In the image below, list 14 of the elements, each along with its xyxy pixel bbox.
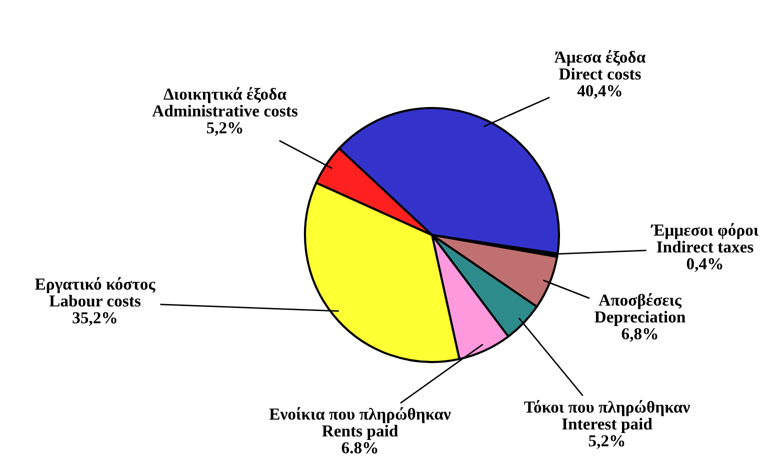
- slice-label: Αποσβέσεις Depreciation: [594, 293, 686, 326]
- data-label: 6,8%: [622, 328, 658, 342]
- slice-label: Ενοίκια που πληρώθηκαν Rents paid: [269, 407, 451, 440]
- data-label: 40,4%: [577, 85, 622, 99]
- data-label: 0,4%: [686, 258, 722, 272]
- data-label: 35,2%: [72, 312, 116, 326]
- data-label: 6.8%: [342, 442, 378, 454]
- slice-label: Έμμεσοι φόροι Indirect taxes: [650, 223, 759, 253]
- data-label: 5,2%: [588, 435, 624, 449]
- slice-label: Άμεσα έξοδα Direct costs: [554, 50, 646, 80]
- slice-label: Εργατικό κόστος Labour costs: [35, 277, 156, 307]
- slice-label: Τόκοι που πληρώθηκαν Interest paid: [524, 400, 690, 433]
- slice-label: Διοικητικά έξοδα Administrative costs: [152, 87, 298, 117]
- data-label: 5,2%: [206, 122, 242, 136]
